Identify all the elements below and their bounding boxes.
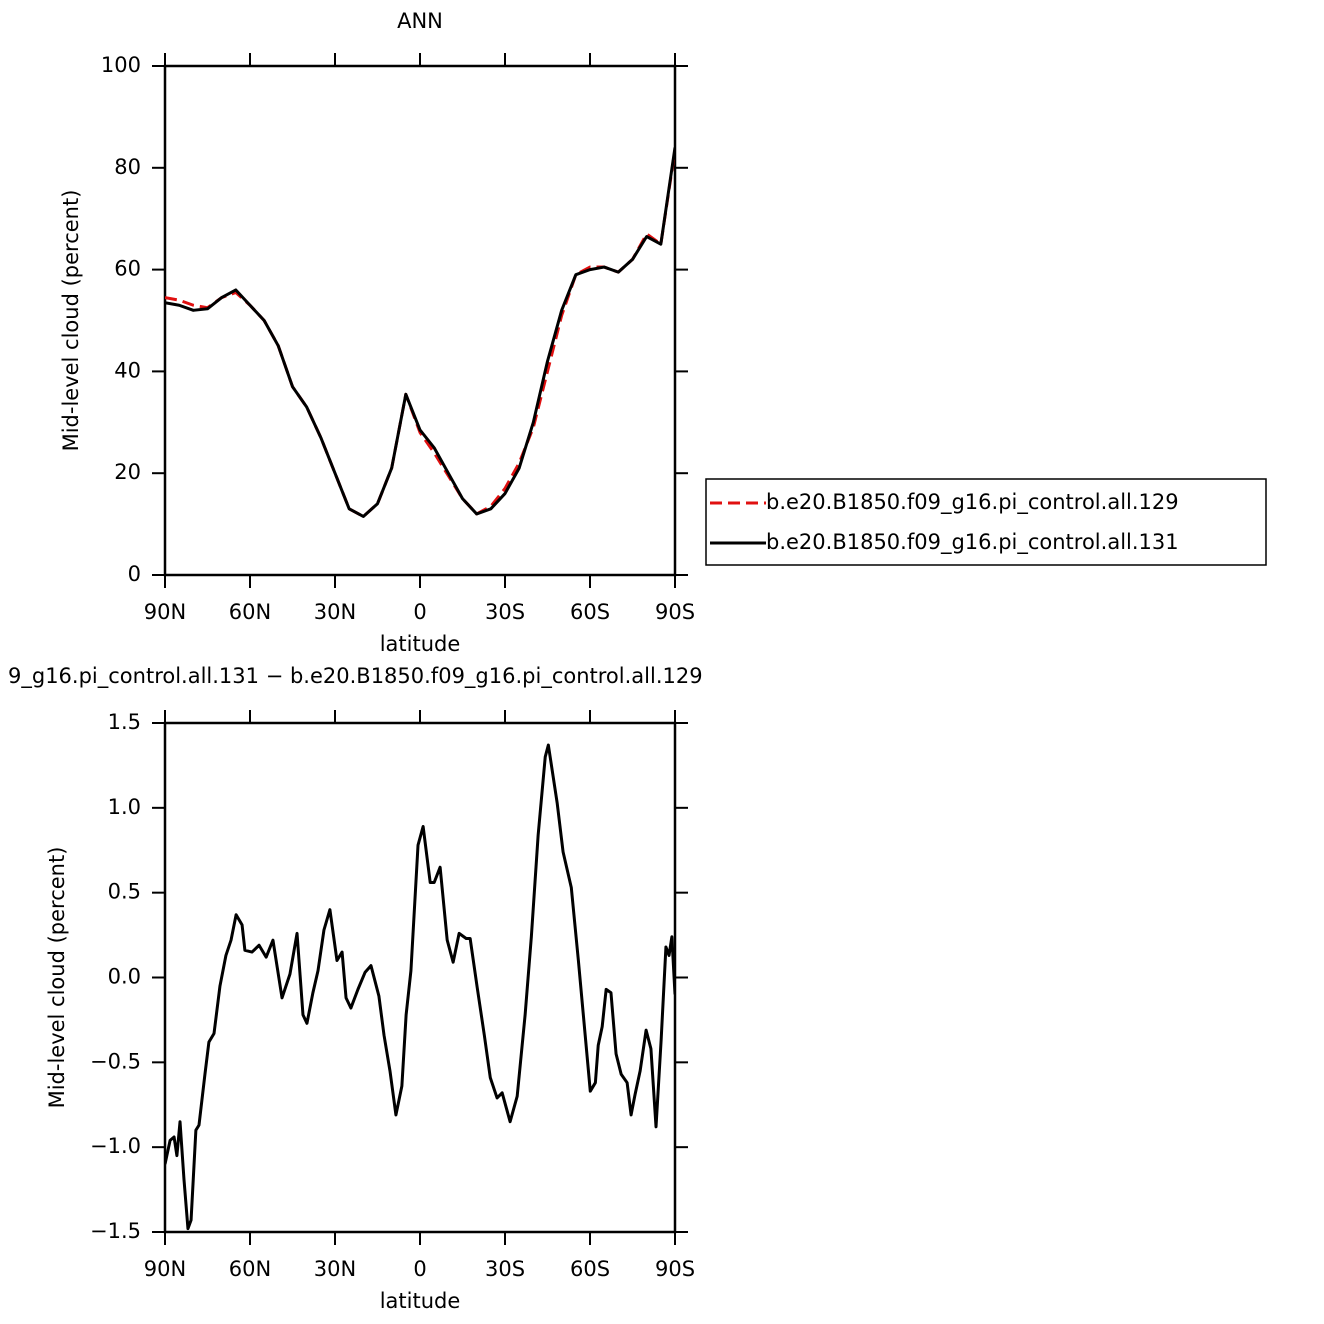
y-tick-label: −0.5: [90, 1049, 141, 1073]
y-tick-label: 0.5: [108, 880, 141, 904]
x-tick-label: 90N: [144, 1257, 186, 1281]
y-tick-label: 40: [114, 358, 141, 382]
x-tick-label: 30N: [314, 600, 356, 624]
x-tick-label: 0: [413, 1257, 426, 1281]
chart-title: ANN: [397, 9, 443, 33]
y-tick-label: 0.0: [108, 965, 141, 989]
plot-frame: [163, 721, 677, 1234]
y-tick-label: −1.5: [90, 1219, 141, 1243]
y-tick-label: 100: [101, 53, 141, 77]
y-tick-label: 20: [114, 460, 141, 484]
y-tick-label: 80: [114, 155, 141, 179]
y-tick-label: 60: [114, 257, 141, 281]
x-tick-label: 60S: [570, 600, 610, 624]
x-tick-label: 60N: [229, 600, 271, 624]
x-tick-label: 90S: [655, 1257, 695, 1281]
x-tick-label: 30N: [314, 1257, 356, 1281]
series-group: [165, 743, 675, 1231]
legend-label: b.e20.B1850.f09_g16.pi_control.all.131: [766, 530, 1179, 555]
y-tick-label: 0: [128, 562, 141, 586]
series-line: [165, 147, 675, 518]
series-line: [165, 149, 675, 518]
x-tick-label: 60N: [229, 1257, 271, 1281]
legend-label: b.e20.B1850.f09_g16.pi_control.all.129: [766, 490, 1179, 515]
series-group: [165, 147, 675, 518]
x-tick-label: 30S: [485, 600, 525, 624]
y-axis-label: Mid-level cloud (percent): [59, 190, 83, 452]
y-tick-label: 1.5: [108, 710, 141, 734]
x-tick-label: 90N: [144, 600, 186, 624]
x-axis-label: latitude: [380, 1289, 461, 1313]
x-tick-label: 60S: [570, 1257, 610, 1281]
y-tick-label: −1.0: [90, 1134, 141, 1158]
x-axis-label: latitude: [380, 632, 461, 656]
x-tick-label: 90S: [655, 600, 695, 624]
x-tick-label: 30S: [485, 1257, 525, 1281]
x-tick-label: 0: [413, 600, 426, 624]
y-tick-label: 1.0: [108, 795, 141, 819]
legend-box: [705, 478, 1267, 566]
series-line: [165, 743, 675, 1231]
plot-frame: [163, 64, 677, 577]
chart-title: 9_g16.pi_control.all.131 − b.e20.B1850.f…: [8, 664, 703, 689]
y-axis-label: Mid-level cloud (percent): [45, 847, 69, 1109]
